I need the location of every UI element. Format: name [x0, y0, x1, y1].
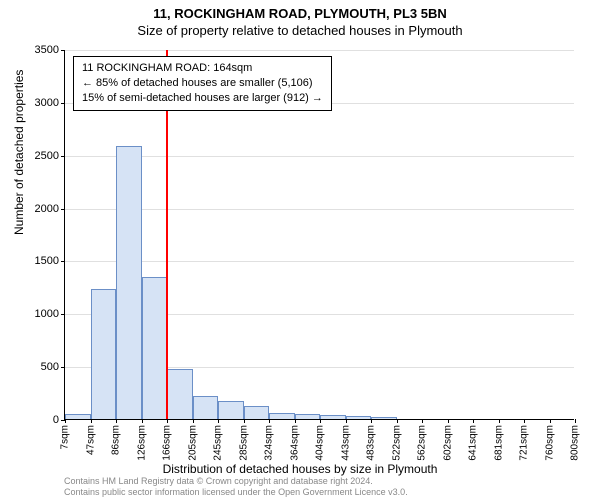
x-tick-label: 285sqm [238, 425, 249, 461]
info-line-3: 15% of semi-detached houses are larger (… [82, 91, 323, 106]
chart-area: 05001000150020002500300035007sqm47sqm86s… [64, 50, 574, 420]
page-title-2: Size of property relative to detached ho… [0, 23, 600, 40]
x-tick-label: 7sqm [60, 425, 71, 449]
y-tick-label: 1000 [35, 308, 59, 320]
footer-line-1: Contains HM Land Registry data © Crown c… [64, 476, 408, 487]
histogram-bar [142, 277, 168, 419]
histogram-bar [167, 369, 193, 419]
info-box: 11 ROCKINGHAM ROAD: 164sqm← 85% of detac… [73, 56, 332, 111]
x-tick-label: 602sqm [442, 425, 453, 461]
info-line-2: ← 85% of detached houses are smaller (5,… [82, 76, 323, 91]
x-axis-title: Distribution of detached houses by size … [0, 462, 600, 476]
x-tick-label: 404sqm [315, 425, 326, 461]
x-tick-label: 721sqm [519, 425, 530, 461]
x-tick-label: 166sqm [162, 425, 173, 461]
histogram-bar [116, 146, 142, 419]
histogram-bar [320, 415, 346, 419]
x-tick-label: 760sqm [544, 425, 555, 461]
histogram-bar [269, 413, 295, 419]
y-axis-title: Number of detached properties [12, 70, 26, 235]
histogram-bar [193, 396, 219, 419]
y-tick-label: 2500 [35, 150, 59, 162]
x-tick-label: 681sqm [493, 425, 504, 461]
histogram-bar [244, 406, 270, 419]
histogram-bar [371, 417, 397, 419]
x-tick-label: 86sqm [111, 425, 122, 455]
x-tick-label: 800sqm [570, 425, 581, 461]
footer-line-2: Contains public sector information licen… [64, 487, 408, 498]
footer-attribution: Contains HM Land Registry data © Crown c… [64, 476, 408, 498]
x-tick-label: 364sqm [289, 425, 300, 461]
y-tick-label: 500 [41, 361, 59, 373]
x-tick-label: 245sqm [213, 425, 224, 461]
x-tick-label: 443sqm [340, 425, 351, 461]
page-title-1: 11, ROCKINGHAM ROAD, PLYMOUTH, PL3 5BN [0, 6, 600, 23]
x-tick-label: 562sqm [417, 425, 428, 461]
x-tick-label: 483sqm [366, 425, 377, 461]
histogram-bar [295, 414, 321, 419]
histogram-bar [218, 401, 244, 419]
x-tick-label: 641sqm [468, 425, 479, 461]
x-tick-label: 205sqm [187, 425, 198, 461]
y-tick-label: 2000 [35, 203, 59, 215]
x-tick-label: 47sqm [85, 425, 96, 455]
x-tick-label: 522sqm [391, 425, 402, 461]
histogram-bar [65, 414, 91, 419]
y-tick-label: 0 [53, 414, 59, 426]
y-tick-label: 1500 [35, 255, 59, 267]
info-line-1: 11 ROCKINGHAM ROAD: 164sqm [82, 61, 323, 76]
x-tick-label: 126sqm [136, 425, 147, 461]
histogram-bar [346, 416, 372, 419]
x-tick-label: 324sqm [264, 425, 275, 461]
y-tick-label: 3500 [35, 44, 59, 56]
histogram-bar [91, 289, 117, 419]
y-tick-label: 3000 [35, 97, 59, 109]
